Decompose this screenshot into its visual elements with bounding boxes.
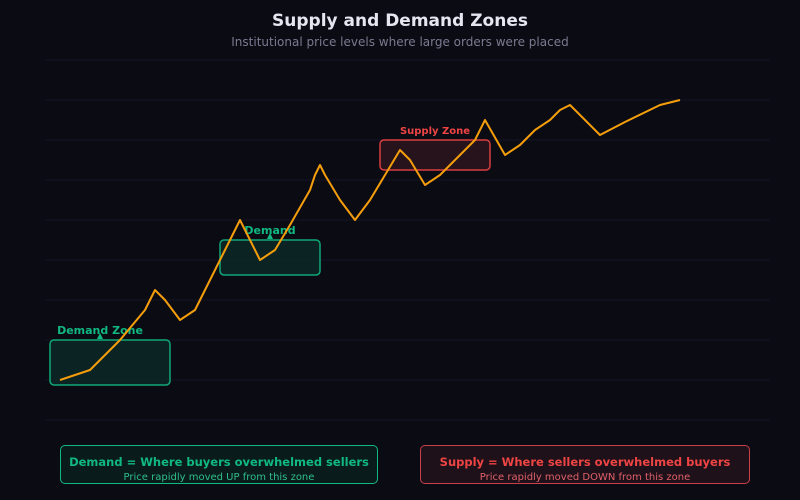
demand-legend-box: Demand = Where buyers overwhelmed seller… [60, 445, 378, 484]
demand-legend-subtitle: Price rapidly moved UP from this zone [123, 472, 315, 483]
demand-zone-label: Demand Zone [57, 324, 143, 337]
supply-legend-box: Supply = Where sellers overwhelmed buyer… [420, 445, 750, 484]
chart-title: Supply and Demand Zones [272, 11, 528, 31]
supply-zone-label: Supply Zone [400, 126, 470, 137]
demand-zone-label: Demand [244, 224, 295, 237]
price-line [59, 99, 681, 381]
chart-subtitle: Institutional price levels where large o… [231, 35, 569, 49]
zone-arrow-icon [267, 233, 273, 239]
zone-arrow-icon [97, 333, 103, 339]
demand-legend-title: Demand = Where buyers overwhelmed seller… [69, 455, 369, 469]
supply-legend-subtitle: Price rapidly moved DOWN from this zone [479, 472, 691, 483]
demand-zone-rect [219, 239, 321, 276]
supply-zone-rect [379, 139, 491, 171]
supply-legend-title: Supply = Where sellers overwhelmed buyer… [439, 455, 731, 469]
